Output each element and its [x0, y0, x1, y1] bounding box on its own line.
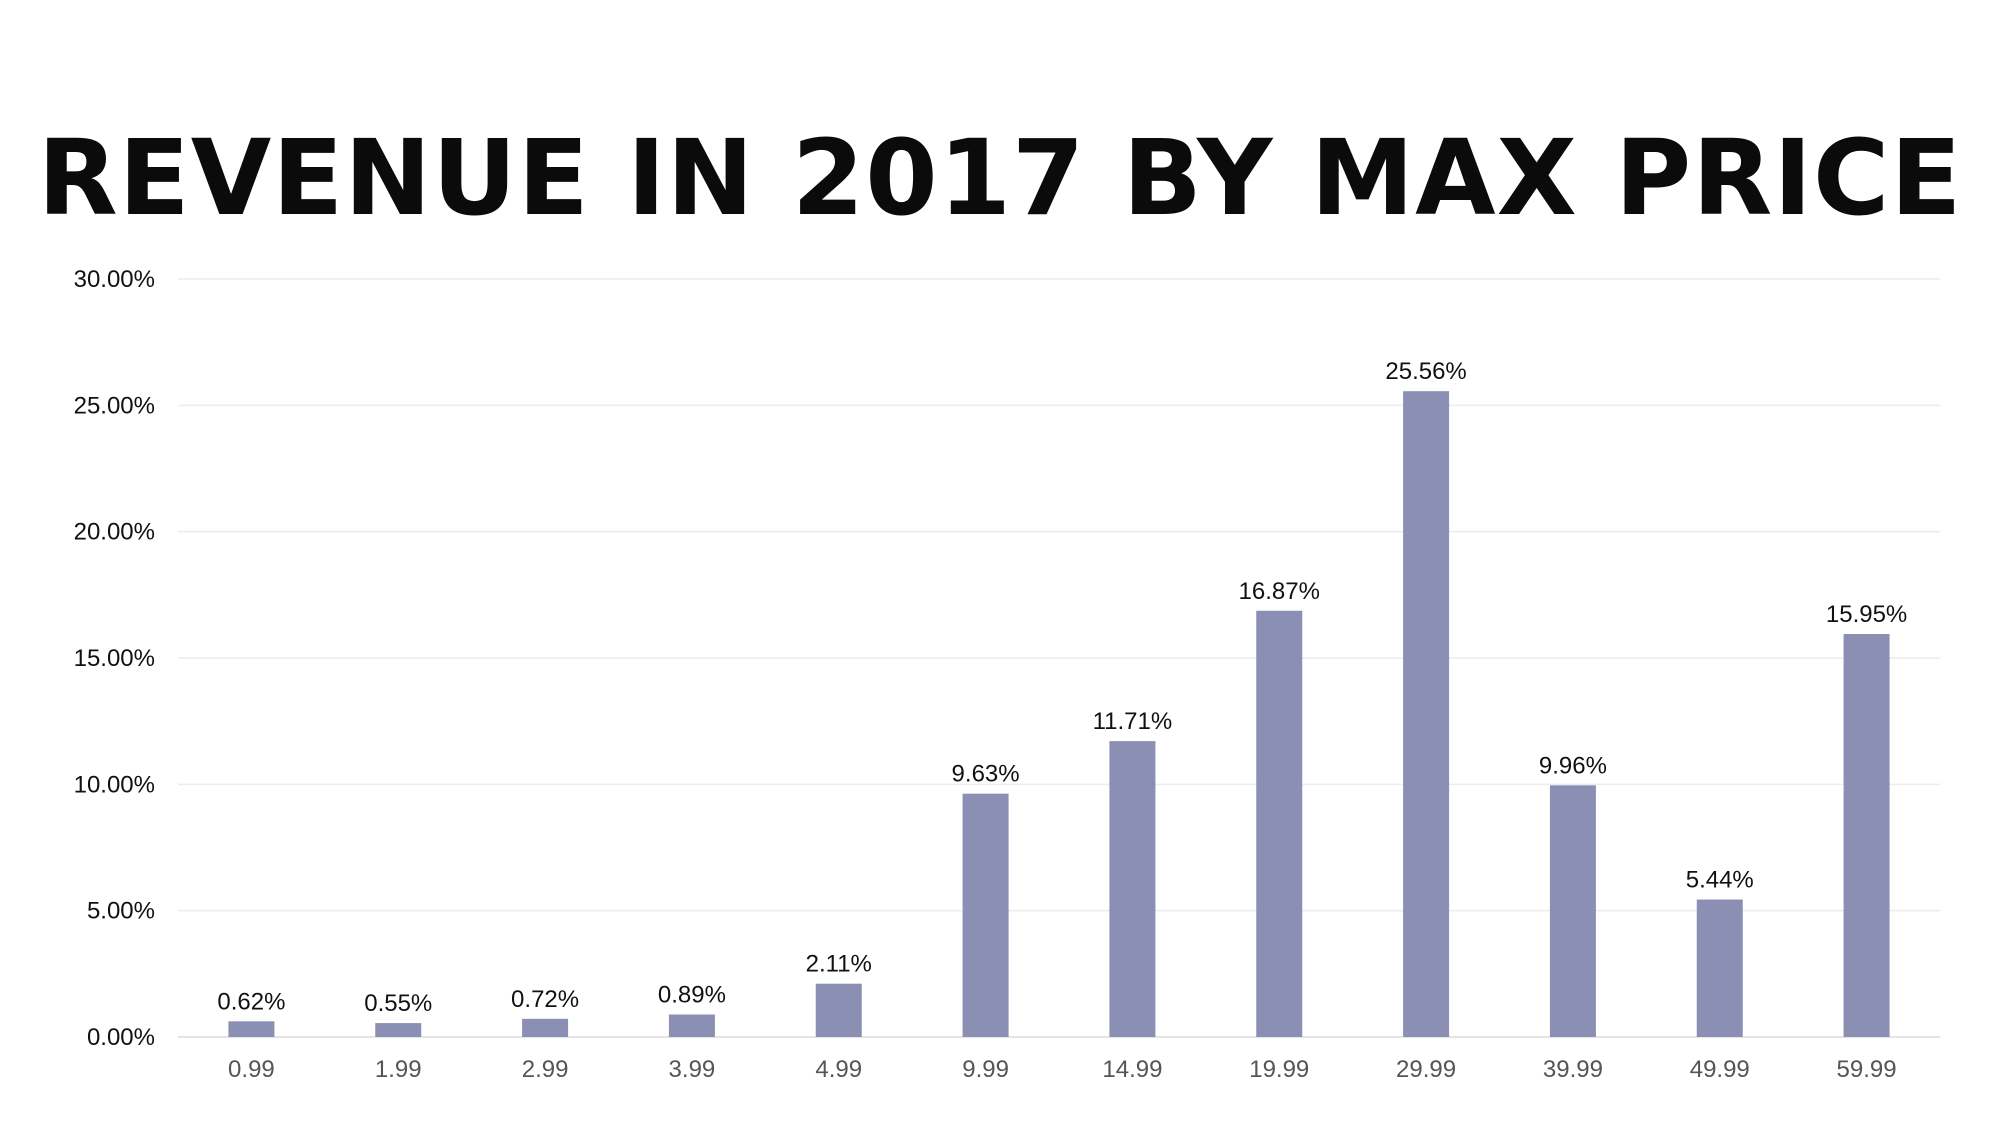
x-tick-label: 49.99 [1690, 1056, 1750, 1083]
y-tick-label: 20.00% [74, 519, 155, 546]
y-tick-label: 25.00% [74, 392, 155, 419]
data-label: 25.56% [1385, 358, 1466, 385]
bar [1256, 610, 1303, 1037]
bar [1696, 899, 1743, 1037]
data-label: 11.71% [1093, 708, 1173, 735]
x-tick-label: 9.99 [962, 1056, 1009, 1083]
data-label: 0.62% [217, 988, 285, 1015]
bars [228, 391, 1890, 1038]
bar [815, 983, 862, 1037]
x-tick-label: 2.99 [522, 1056, 569, 1083]
data-label: 5.44% [1686, 867, 1754, 894]
data-label: 0.72% [511, 986, 579, 1013]
chart-title: REVENUE IN 2017 BY MAX PRICE [37, 117, 1963, 239]
data-label: 0.89% [658, 982, 726, 1009]
y-axis-ticks: 0.00% 5.00% 10.00% 15.00% 20.00% 25.00% 30.00% [74, 266, 155, 1051]
bar [1109, 741, 1156, 1037]
y-tick-label: 15.00% [74, 645, 155, 672]
y-tick-label: 5.00% [87, 898, 155, 925]
x-tick-label: 1.99 [375, 1056, 422, 1083]
bar [668, 1014, 715, 1037]
y-tick-label: 0.00% [87, 1024, 155, 1051]
data-label: 0.55% [364, 990, 432, 1017]
y-tick-label: 10.00% [74, 771, 155, 798]
x-tick-label: 0.99 [228, 1056, 275, 1083]
data-label: 16.87% [1239, 578, 1320, 605]
data-label: 9.96% [1539, 752, 1607, 779]
bar [1843, 633, 1890, 1037]
gridlines [178, 278, 1940, 1038]
data-label: 15.95% [1826, 601, 1907, 628]
bar [375, 1023, 422, 1037]
data-label: 2.11% [806, 951, 872, 978]
x-tick-label: 19.99 [1249, 1056, 1309, 1083]
x-tick-label: 59.99 [1837, 1056, 1897, 1083]
data-label: 9.63% [952, 761, 1020, 788]
x-axis-ticks: 0.99 1.99 2.99 3.99 4.99 9.99 14.99 19.99 29.99 3… [228, 1056, 1897, 1083]
x-tick-label: 4.99 [815, 1056, 862, 1083]
bar [962, 793, 1009, 1037]
bar [1549, 785, 1596, 1037]
x-tick-label: 29.99 [1396, 1056, 1456, 1083]
data-labels: 0.62% 0.55% 0.72% 0.89% 2.11% 9.63% 11.71% 16.8… [217, 358, 1907, 1017]
bar [1403, 391, 1450, 1038]
bar [228, 1021, 275, 1037]
bar [522, 1018, 569, 1037]
x-tick-label: 14.99 [1102, 1056, 1162, 1083]
x-tick-label: 3.99 [669, 1056, 716, 1083]
y-tick-label: 30.00% [74, 266, 155, 293]
x-tick-label: 39.99 [1543, 1056, 1603, 1083]
